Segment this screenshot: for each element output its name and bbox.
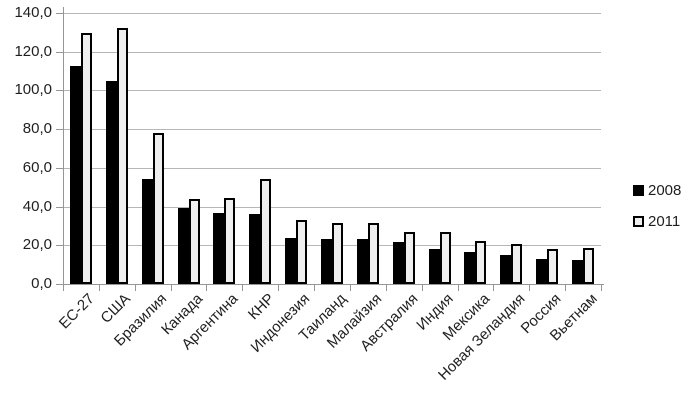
bar-2008-3 [141,179,153,284]
bar-2008-4 [177,208,189,284]
legend-label: 2011 [648,213,681,230]
y-tick [56,167,63,169]
y-tick [56,245,63,247]
bar-2008-13 [500,255,512,284]
x-tick [601,284,602,291]
y-tick [56,90,63,92]
bar-2008-15 [572,260,584,284]
bar-2008-5 [213,213,225,284]
bar-2011-10 [403,232,415,284]
legend: 2008 2011 [633,182,681,244]
y-axis-label: 0,0 [31,275,52,292]
bar-2008-10 [392,242,404,284]
bar-2011-2 [116,28,128,284]
x-tick [565,284,567,291]
y-tick [56,51,63,53]
gridline [63,206,601,208]
bar-2011-13 [511,244,523,284]
gridline [63,51,601,53]
bar-2011-6 [260,179,272,284]
gridline [63,129,601,131]
x-tick [170,284,172,291]
bar-2011-3 [152,133,164,284]
bar-2011-4 [188,199,200,284]
bar-2008-11 [428,249,440,284]
y-tick [56,129,63,131]
x-tick [349,284,351,291]
y-tick [56,13,63,14]
bar-2011-1 [80,33,92,284]
bar-2008-6 [249,214,261,284]
bar-2011-8 [332,223,343,284]
bar-2008-14 [536,259,548,284]
y-axis-label: 20,0 [22,236,52,254]
y-axis-label: 80,0 [22,120,52,138]
y-axis-label: 60,0 [22,158,52,176]
y-axis-label: 140,0 [14,4,52,21]
y-tick [56,206,63,208]
y-axis-label: 120,0 [14,42,52,60]
x-tick [242,284,244,291]
legend-item-2008: 2008 [633,182,681,199]
gridline [63,90,601,92]
bar-2011-9 [367,223,379,284]
gridline [63,167,601,169]
bar-2008-8 [321,239,332,284]
gridline [63,13,601,14]
legend-marker-icon [633,185,644,196]
x-tick [385,284,387,291]
bar-2011-15 [583,248,595,284]
x-axis-line [56,284,604,285]
bar-2011-12 [475,241,487,284]
x-tick [134,284,136,291]
bar-2008-12 [464,252,476,284]
bar-2011-14 [547,249,559,284]
x-tick [278,284,280,291]
bar-2011-11 [439,232,451,284]
x-tick [63,284,64,291]
legend-marker-icon [633,216,644,227]
bar-2008-7 [285,238,297,284]
x-tick [529,284,531,291]
legend-item-2011: 2011 [633,213,681,230]
y-axis-label: 40,0 [22,197,52,215]
x-tick [314,284,316,291]
x-tick [493,284,495,291]
x-tick [206,284,208,291]
x-axis-label: ЕС-27 [56,290,99,333]
y-axis-label: 100,0 [14,81,52,99]
bar-2011-7 [296,220,308,284]
bar-2008-2 [105,81,117,284]
legend-label: 2008 [648,182,682,199]
y-axis-line [63,7,64,290]
bar-2008-1 [69,66,81,284]
x-tick [457,284,459,291]
x-tick [421,284,423,291]
x-tick [98,284,100,291]
bar-2008-9 [356,239,368,284]
bar-2011-5 [224,198,236,284]
